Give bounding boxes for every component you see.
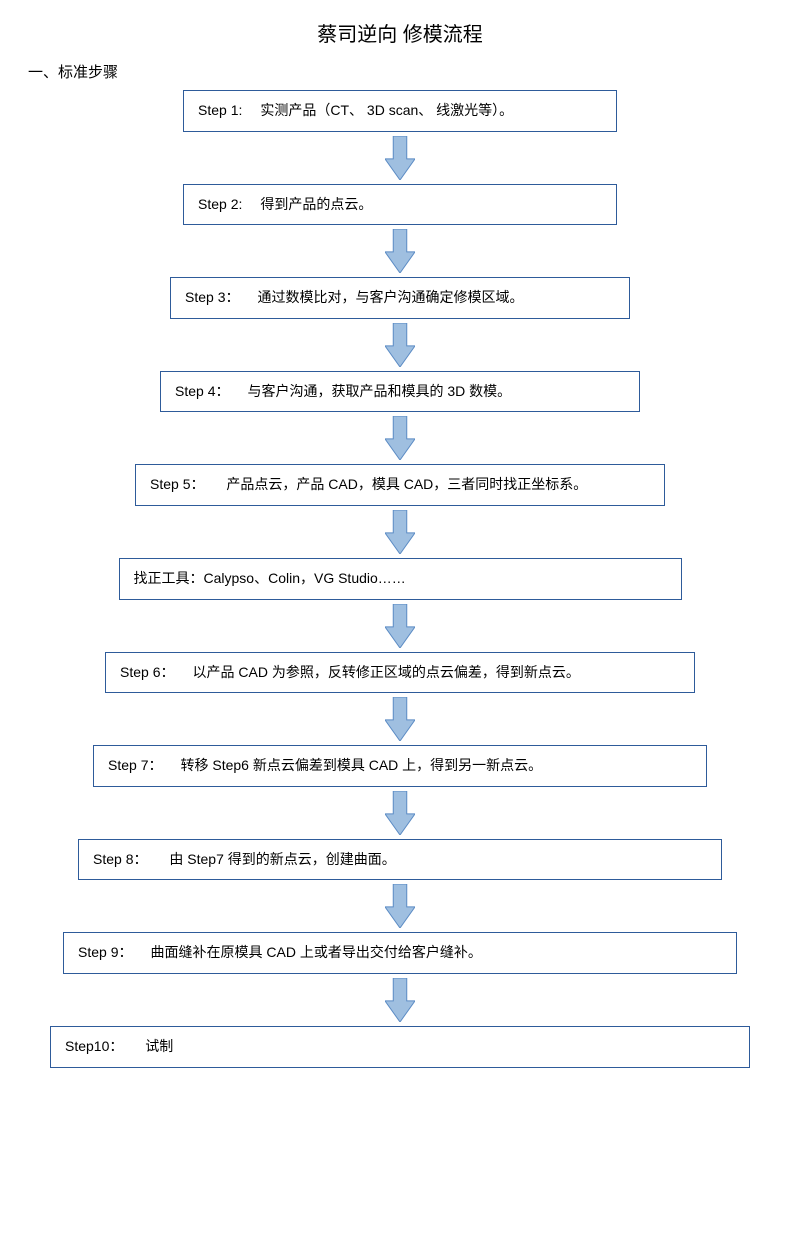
flow-arrow [385,697,415,741]
down-arrow-icon [385,604,415,648]
flow-arrow [385,510,415,554]
down-arrow-icon [385,791,415,835]
page-title: 蔡司逆向 修模流程 [0,0,800,47]
step-box-10: Step 9： 曲面缝补在原模具 CAD 上或者导出交付给客户缝补。 [63,932,737,974]
step-box-6: 找正工具：Calypso、Colin，VG Studio…… [119,558,682,600]
step-box-3: Step 3： 通过数模比对，与客户沟通确定修模区域。 [170,277,630,319]
flow-arrow [385,884,415,928]
step-label: Step 9： [78,944,132,960]
step-text: 曲面缝补在原模具 CAD 上或者导出交付给客户缝补。 [150,944,481,960]
flowchart: Step 1: 实测产品（CT、 3D scan、 线激光等）。 Step 2: 得到… [0,90,800,1068]
step-text: 产品点云，产品 CAD，模具 CAD，三者同时找正坐标系。 [222,476,587,492]
step-text: 试制 [141,1038,173,1054]
down-arrow-icon [385,697,415,741]
step-label: Step 2: [198,196,242,212]
step-text: 与客户沟通，获取产品和模具的 3D 数模。 [247,383,511,399]
down-arrow-icon [385,884,415,928]
down-arrow-icon [385,510,415,554]
down-arrow-icon [385,323,415,367]
step-label: Step 4： [175,383,229,399]
flow-arrow [385,136,415,180]
step-label: Step 5： [150,476,204,492]
step-label: Step 8： [93,851,147,867]
flow-arrow [385,604,415,648]
step-box-4: Step 4： 与客户沟通，获取产品和模具的 3D 数模。 [160,371,640,413]
down-arrow-icon [385,136,415,180]
step-label: Step 3： [185,289,239,305]
step-label: Step10： [65,1038,123,1054]
step-label: Step 7： [108,757,162,773]
step-box-2: Step 2: 得到产品的点云。 [183,184,617,226]
down-arrow-icon [385,229,415,273]
down-arrow-icon [385,978,415,1022]
flow-arrow [385,416,415,460]
step-text: 得到产品的点云。 [260,196,372,212]
down-arrow-icon [385,416,415,460]
step-box-11: Step10： 试制 [50,1026,750,1068]
step-text: 由 Step7 得到的新点云，创建曲面。 [165,851,395,867]
step-box-8: Step 7： 转移 Step6 新点云偏差到模具 CAD 上，得到另一新点云。 [93,745,707,787]
step-box-7: Step 6： 以产品 CAD 为参照，反转修正区域的点云偏差，得到新点云。 [105,652,695,694]
step-text: 以产品 CAD 为参照，反转修正区域的点云偏差，得到新点云。 [192,664,579,680]
flow-arrow [385,323,415,367]
step-label: Step 6： [120,664,174,680]
step-label: Step 1: [198,102,242,118]
flow-arrow [385,229,415,273]
step-text: 通过数模比对，与客户沟通确定修模区域。 [257,289,523,305]
step-text: 实测产品（CT、 3D scan、 线激光等）。 [260,102,513,118]
flow-arrow [385,978,415,1022]
step-box-9: Step 8： 由 Step7 得到的新点云，创建曲面。 [78,839,722,881]
step-text: 找正工具：Calypso、Colin，VG Studio…… [134,570,406,586]
step-box-1: Step 1: 实测产品（CT、 3D scan、 线激光等）。 [183,90,617,132]
flow-arrow [385,791,415,835]
step-box-5: Step 5： 产品点云，产品 CAD，模具 CAD，三者同时找正坐标系。 [135,464,665,506]
step-text: 转移 Step6 新点云偏差到模具 CAD 上，得到另一新点云。 [180,757,542,773]
section-heading: 一、标准步骤 [0,47,800,82]
